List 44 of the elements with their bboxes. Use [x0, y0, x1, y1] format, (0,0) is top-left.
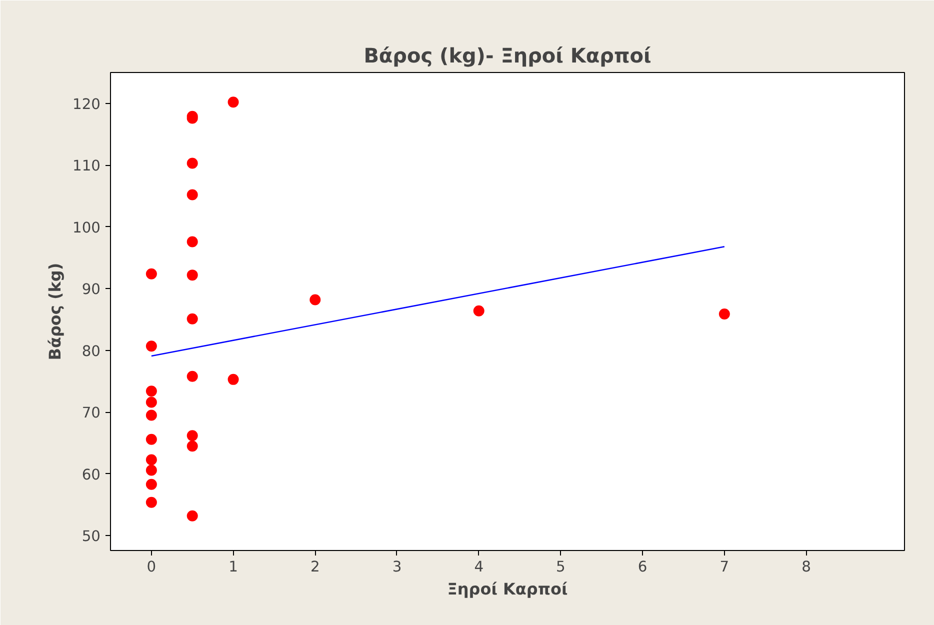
x-axis-title: Ξηροί Καρποί	[447, 580, 568, 598]
point	[186, 370, 198, 382]
point	[186, 189, 198, 200]
y-tick-label: 100	[72, 219, 101, 236]
x-tick-label: 4	[474, 558, 484, 576]
y-tick-label: 50	[82, 528, 101, 546]
point	[146, 386, 157, 397]
y-tick-label: 120	[72, 96, 101, 113]
x-tick-label: 2	[310, 558, 320, 576]
x-tick-label: 5	[556, 558, 566, 576]
point	[186, 158, 198, 169]
y-tick-label: 80	[82, 342, 101, 360]
y-tick-label: 110	[72, 158, 101, 175]
y-axis-title: Βάρος (kg)	[46, 262, 65, 360]
point	[146, 464, 157, 476]
chart-title: Βάρος (kg)- Ξηροί Καρποί	[364, 44, 652, 68]
point	[146, 268, 157, 280]
point	[146, 340, 157, 352]
x-tick-label: 0	[146, 558, 156, 576]
point	[186, 313, 198, 324]
point	[310, 294, 321, 306]
y-tick-label: 60	[82, 466, 101, 484]
x-tick-label: 1	[228, 558, 238, 576]
x-tick-label: 8	[802, 558, 811, 576]
point	[186, 430, 198, 442]
y-tick-label: 90	[82, 281, 101, 298]
point	[186, 270, 198, 281]
x-tick-label: 6	[638, 558, 648, 576]
point	[228, 374, 239, 385]
point	[186, 510, 198, 522]
point	[146, 478, 157, 490]
point	[718, 308, 730, 320]
point	[186, 236, 198, 248]
point	[146, 410, 157, 421]
point	[146, 454, 157, 466]
point	[146, 496, 157, 508]
point	[228, 96, 239, 108]
y-tick-label: 70	[82, 404, 101, 422]
point	[186, 440, 198, 452]
point	[473, 305, 484, 316]
x-tick-label: 3	[392, 558, 402, 576]
x-tick-label: 7	[720, 558, 730, 576]
point	[146, 434, 157, 445]
point	[146, 396, 157, 408]
